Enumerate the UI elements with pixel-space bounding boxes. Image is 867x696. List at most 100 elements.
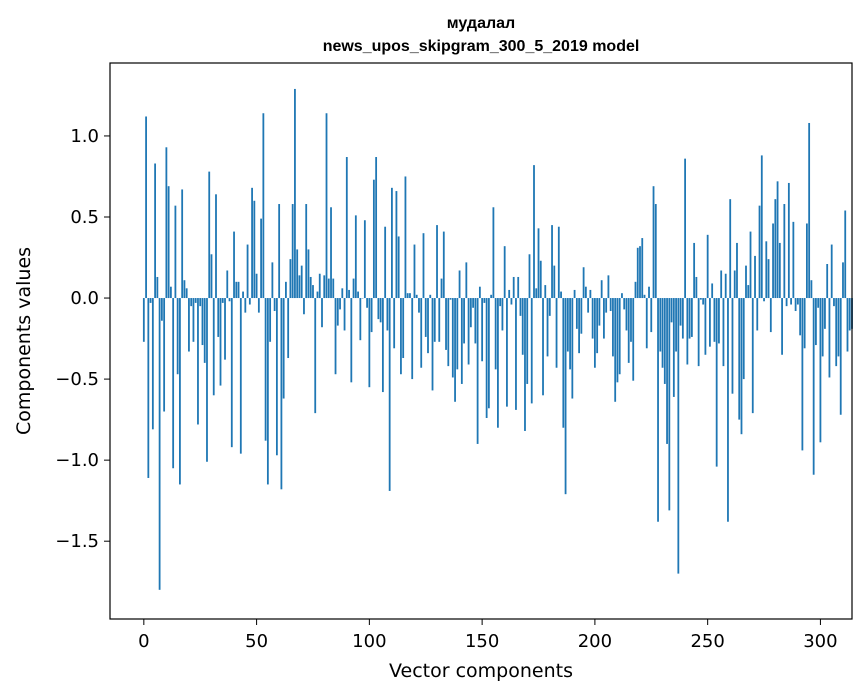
bar — [551, 225, 553, 299]
bar — [145, 116, 147, 299]
bar — [415, 294, 418, 299]
bar — [686, 298, 689, 365]
bar — [666, 298, 668, 444]
bar — [627, 298, 630, 363]
bar — [747, 285, 750, 299]
bar — [591, 298, 594, 339]
bar — [749, 231, 752, 299]
bar — [485, 298, 488, 418]
bar — [702, 298, 705, 305]
x-tick-label: 0 — [138, 631, 149, 652]
bar — [174, 205, 177, 299]
bar — [463, 298, 465, 344]
bar — [548, 298, 551, 316]
bar — [616, 298, 619, 383]
bar — [769, 298, 772, 333]
bar — [244, 298, 247, 313]
bar — [632, 298, 635, 381]
bar — [733, 270, 736, 299]
bar — [801, 298, 804, 451]
bar — [467, 298, 470, 365]
bar — [228, 298, 231, 302]
y-axis: 1.0 0.5 0.0 −0.5 −1.0 −1.5 — [55, 126, 110, 552]
bar — [314, 298, 317, 414]
bar — [713, 298, 716, 342]
bar — [681, 298, 684, 339]
bar — [654, 204, 657, 299]
bar — [298, 275, 301, 299]
bar — [357, 291, 359, 299]
bar — [282, 298, 285, 399]
bar — [796, 298, 799, 305]
bar — [763, 298, 765, 302]
bar — [372, 179, 375, 299]
bar — [188, 298, 190, 352]
bar — [533, 165, 535, 299]
bar — [704, 298, 707, 355]
bar — [575, 298, 578, 329]
bar — [724, 273, 727, 299]
bar — [271, 262, 274, 299]
bars-group — [142, 88, 853, 590]
bar — [603, 298, 605, 339]
bar — [582, 267, 585, 299]
bar — [359, 298, 362, 341]
bar — [729, 199, 732, 299]
bar — [242, 291, 244, 299]
bar — [248, 298, 251, 305]
bar — [623, 298, 626, 310]
bar — [605, 298, 608, 313]
bar — [557, 226, 560, 299]
bar — [679, 298, 682, 326]
bar — [706, 234, 709, 299]
bar — [528, 254, 531, 299]
bar — [760, 155, 763, 299]
bar — [776, 181, 779, 299]
bar — [756, 298, 759, 331]
bar — [262, 113, 265, 299]
x-tick-label: 100 — [352, 631, 386, 652]
bar — [379, 298, 382, 323]
bar — [309, 276, 312, 299]
bar — [278, 204, 281, 299]
bar — [393, 298, 396, 349]
bar — [785, 298, 788, 307]
bar — [837, 298, 840, 357]
y-tick-label: −1.5 — [55, 531, 99, 552]
bar — [537, 228, 540, 299]
bar — [648, 286, 650, 299]
bar — [715, 298, 718, 467]
bar — [745, 265, 747, 299]
bar — [783, 204, 786, 299]
bar — [652, 186, 655, 299]
bar — [677, 298, 680, 574]
bar — [449, 298, 452, 300]
bar — [307, 249, 310, 299]
x-tick-label: 300 — [803, 631, 837, 652]
bar — [185, 288, 188, 299]
bar — [260, 218, 262, 299]
bar — [718, 298, 720, 344]
bar — [445, 298, 447, 350]
bar — [197, 298, 199, 425]
x-axis: 0 50 100 150 200 250 300 — [138, 619, 838, 652]
bar — [722, 298, 725, 367]
bar — [720, 270, 723, 299]
bar — [506, 298, 508, 407]
bar — [420, 298, 423, 368]
bar — [289, 259, 292, 299]
bar — [598, 298, 601, 326]
bar — [497, 298, 499, 428]
bar — [149, 298, 152, 303]
bar — [519, 298, 522, 316]
bar — [456, 298, 459, 370]
bar — [555, 298, 558, 368]
plot-frame — [109, 62, 853, 620]
bar — [217, 298, 220, 337]
bar — [839, 298, 842, 415]
bar — [738, 298, 741, 420]
bar — [221, 298, 224, 303]
bar — [661, 298, 664, 368]
bar — [219, 298, 222, 386]
bar — [742, 298, 745, 380]
